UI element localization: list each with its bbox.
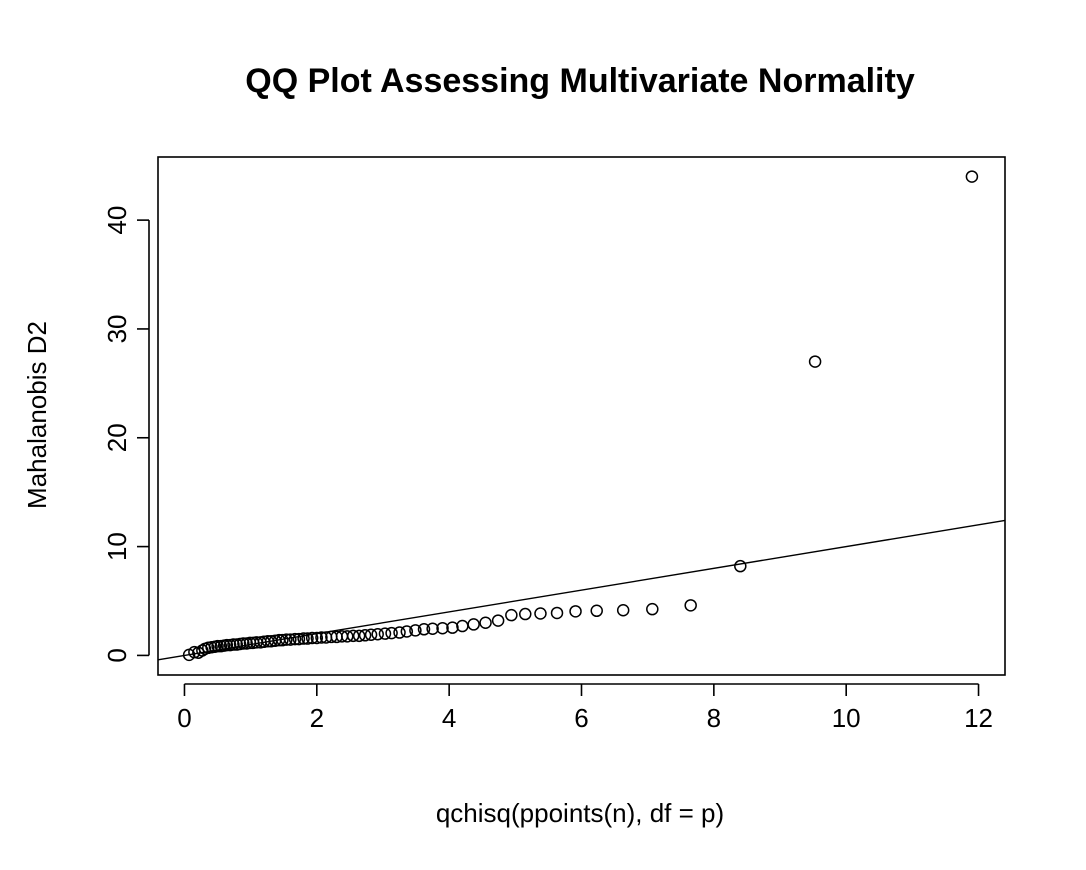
x-tick-label: 0 bbox=[177, 703, 191, 733]
data-point bbox=[436, 621, 449, 635]
data-point bbox=[371, 627, 384, 641]
y-tick-label: 40 bbox=[102, 206, 132, 235]
data-point bbox=[734, 559, 747, 573]
plot-area-border bbox=[157, 156, 1006, 676]
data-point bbox=[491, 614, 505, 627]
data-point bbox=[237, 637, 250, 650]
data-point bbox=[646, 602, 659, 616]
data-point bbox=[534, 607, 547, 620]
x-tick-label: 6 bbox=[574, 703, 588, 733]
data-point bbox=[519, 607, 532, 621]
data-point bbox=[808, 355, 822, 368]
y-axis-label: Mahalanobis D2 bbox=[22, 321, 52, 509]
data-point bbox=[446, 621, 459, 634]
x-tick-label: 12 bbox=[964, 703, 993, 733]
data-point bbox=[288, 632, 302, 646]
data-point bbox=[505, 608, 518, 622]
data-point bbox=[341, 630, 354, 643]
data-point bbox=[426, 622, 439, 635]
data-point bbox=[284, 633, 297, 646]
data-point bbox=[569, 605, 582, 618]
data-point bbox=[297, 632, 310, 645]
y-tick-label: 20 bbox=[102, 423, 132, 452]
data-points bbox=[182, 170, 979, 662]
x-tick-label: 2 bbox=[310, 703, 324, 733]
data-point bbox=[301, 632, 314, 645]
y-tick-label: 30 bbox=[102, 314, 132, 343]
data-point bbox=[292, 632, 306, 646]
data-point bbox=[346, 629, 360, 643]
data-point bbox=[358, 629, 372, 642]
data-point bbox=[400, 625, 414, 638]
x-tick-label: 4 bbox=[442, 703, 456, 733]
data-point bbox=[364, 628, 378, 641]
x-axis-label: qchisq(ppoints(n), df = p) bbox=[436, 798, 724, 828]
data-point bbox=[417, 623, 431, 636]
data-point bbox=[409, 624, 422, 637]
data-point bbox=[305, 631, 319, 645]
data-point bbox=[590, 604, 603, 618]
data-point bbox=[280, 633, 293, 646]
data-point bbox=[276, 633, 289, 647]
y-tick-label: 10 bbox=[102, 532, 132, 561]
data-point bbox=[479, 616, 492, 630]
chart-title: QQ Plot Assessing Multivariate Normality bbox=[245, 62, 915, 100]
x-axis: 0 2 4 6 8 10 12 bbox=[177, 683, 993, 733]
data-point bbox=[684, 599, 697, 612]
x-tick-label: 10 bbox=[832, 703, 861, 733]
data-point bbox=[220, 638, 234, 652]
data-point bbox=[227, 638, 240, 651]
data-point bbox=[965, 170, 979, 183]
x-tick-label: 8 bbox=[707, 703, 721, 733]
data-point bbox=[310, 631, 324, 645]
data-point bbox=[211, 639, 224, 653]
y-axis: 0 10 20 30 40 bbox=[102, 206, 150, 663]
data-point bbox=[456, 619, 469, 633]
data-point bbox=[616, 604, 630, 617]
data-point bbox=[393, 626, 406, 639]
y-tick-label: 0 bbox=[102, 648, 132, 662]
data-point bbox=[467, 618, 480, 631]
data-point bbox=[352, 629, 366, 643]
data-point bbox=[378, 627, 392, 640]
data-point bbox=[385, 626, 398, 640]
data-point bbox=[315, 631, 328, 644]
data-point bbox=[550, 606, 564, 620]
